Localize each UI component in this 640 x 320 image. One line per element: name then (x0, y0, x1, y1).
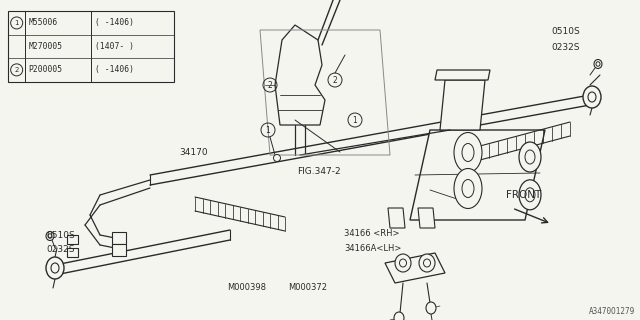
Text: M000398: M000398 (227, 284, 266, 292)
Polygon shape (418, 208, 435, 228)
Bar (8, 11, 174, 82)
Text: 2: 2 (15, 67, 19, 73)
Ellipse shape (48, 234, 52, 238)
Text: 0232S: 0232S (552, 43, 580, 52)
Ellipse shape (519, 142, 541, 172)
Polygon shape (410, 130, 545, 220)
Text: FIG.347-2: FIG.347-2 (298, 167, 341, 176)
Text: 34166 <RH>: 34166 <RH> (344, 229, 400, 238)
Ellipse shape (426, 302, 436, 314)
Text: 1: 1 (15, 20, 19, 26)
Ellipse shape (462, 180, 474, 197)
Ellipse shape (394, 312, 404, 320)
Text: ( -1406): ( -1406) (95, 19, 134, 28)
Polygon shape (435, 70, 490, 80)
Text: M270005: M270005 (29, 42, 63, 51)
Bar (67, 248, 78, 257)
Text: P200005: P200005 (29, 65, 63, 74)
Ellipse shape (273, 155, 280, 162)
Text: 34170: 34170 (179, 148, 208, 156)
Ellipse shape (596, 62, 600, 66)
Ellipse shape (424, 259, 431, 267)
Text: FRONT: FRONT (506, 190, 541, 200)
Ellipse shape (395, 254, 411, 272)
Text: 1: 1 (266, 125, 270, 134)
Text: 0510S: 0510S (46, 231, 75, 240)
Text: 2: 2 (268, 81, 273, 90)
Ellipse shape (454, 169, 482, 209)
Text: M000372: M000372 (288, 284, 327, 292)
Ellipse shape (519, 180, 541, 210)
Text: 2: 2 (333, 76, 337, 84)
Polygon shape (275, 25, 325, 125)
Text: 0232S: 0232S (46, 245, 75, 254)
Text: (1407- ): (1407- ) (95, 42, 134, 51)
Text: 34166A<LH>: 34166A<LH> (344, 244, 402, 252)
Ellipse shape (525, 150, 535, 164)
Ellipse shape (46, 257, 64, 279)
Text: ( -1406): ( -1406) (95, 65, 134, 74)
Polygon shape (440, 80, 485, 130)
Ellipse shape (46, 231, 54, 241)
Ellipse shape (462, 143, 474, 162)
Ellipse shape (594, 60, 602, 68)
Ellipse shape (51, 263, 59, 273)
Text: 0510S: 0510S (552, 27, 580, 36)
Bar (112, 232, 126, 244)
Text: M55006: M55006 (29, 19, 58, 28)
Text: A3470O1279: A3470O1279 (589, 307, 635, 316)
Polygon shape (385, 253, 445, 283)
Ellipse shape (583, 86, 601, 108)
Ellipse shape (454, 132, 482, 172)
Ellipse shape (525, 188, 535, 202)
Ellipse shape (419, 254, 435, 272)
Ellipse shape (588, 92, 596, 102)
Ellipse shape (399, 259, 406, 267)
Text: 1: 1 (353, 116, 357, 124)
Polygon shape (388, 208, 405, 228)
Bar (67, 235, 78, 244)
Bar (112, 244, 126, 256)
